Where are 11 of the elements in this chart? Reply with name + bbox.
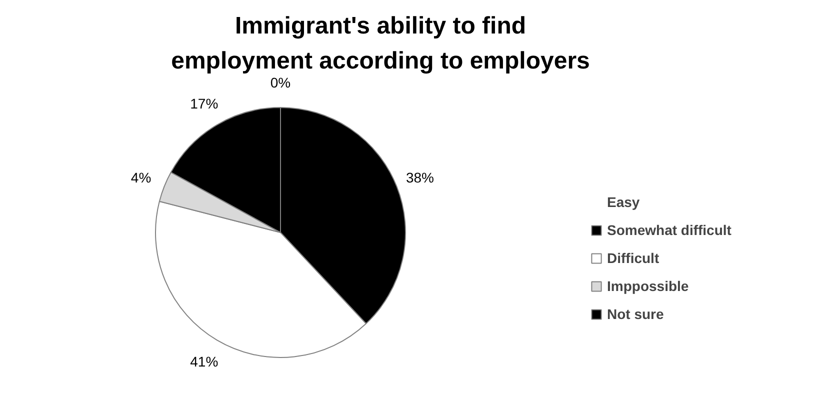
legend-label: Imppossible [607,278,689,294]
legend-label: Somewhat difficult [607,222,732,238]
data-label: 17% [190,95,218,112]
chart-title: Immigrant's ability to find employment according to employers [171,12,590,75]
data-label: 38% [406,169,434,186]
text: 0% [270,74,291,90]
data-label: 4% [130,169,152,186]
category-label: Easy [607,194,640,210]
data-label: 41% [190,354,218,370]
legend-label: Not sure [607,306,664,322]
legend-label: Difficult [607,250,660,266]
